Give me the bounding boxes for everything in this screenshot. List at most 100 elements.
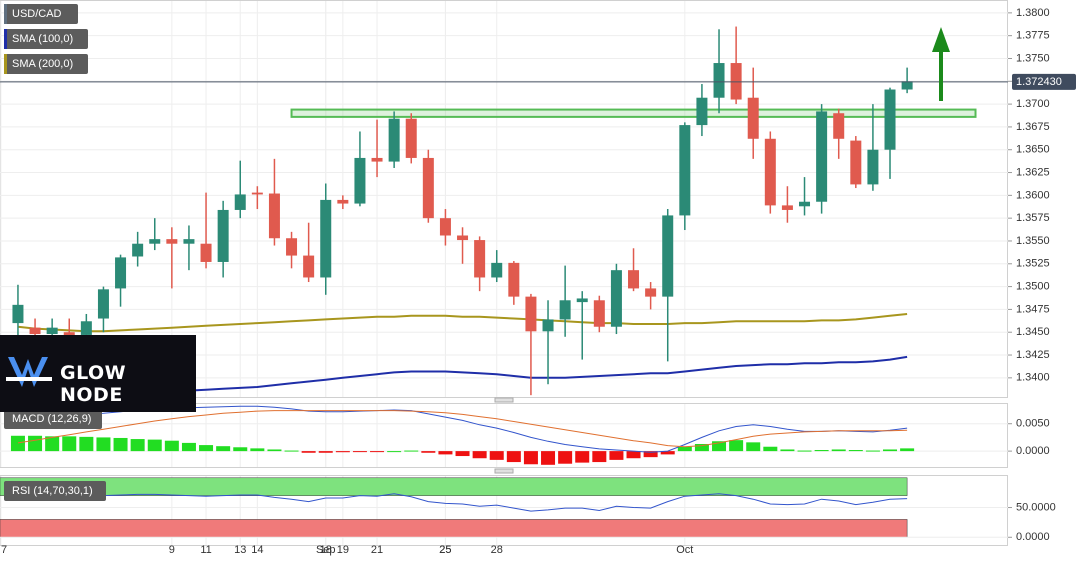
x-tick-label: 11 [200,544,211,556]
logo: GLOW NODE [0,335,196,412]
legend-swatch [4,4,7,24]
candle-body [747,97,759,139]
candle-body [764,138,776,206]
candle-body [508,262,520,297]
legend-swatch [4,54,7,74]
candle-body [217,209,229,262]
macd-histogram-bar [489,451,504,460]
candle-body [833,113,845,139]
macd-histogram-bar [831,449,846,452]
x-tick-label: Oct [676,544,693,556]
logo-mark [8,357,48,387]
macd-histogram-bar [455,451,470,457]
y-tick-label: 1.3500 [1016,281,1050,293]
macd-histogram-bar [814,450,829,452]
candle-body [286,238,298,256]
macd-histogram-bar [643,451,658,458]
candle-body [439,218,451,236]
candle-body [730,63,742,100]
macd-histogram-bar [267,449,282,452]
y-tick-label: 1.3425 [1016,349,1050,361]
candle-body [867,149,879,185]
candle-body [781,205,793,210]
candle-body [901,81,913,90]
macd-histogram-bar [541,451,556,465]
candle-body [149,239,161,244]
macd-histogram-bar [199,445,214,452]
macd-histogram-bar [28,435,43,452]
legend-box [4,481,106,501]
candle-body [46,327,58,335]
candle-body [115,257,127,289]
macd-histogram-bar [370,451,385,453]
macd-histogram-bar [472,451,487,459]
candle-body [80,321,92,335]
resistance-zone [290,108,977,118]
macd-histogram-bar [660,451,675,455]
macd-histogram-bar [216,446,231,452]
candle-body [525,296,537,332]
y-tick-label: 0.0000 [1016,531,1050,543]
y-tick-label: 0.0000 [1016,445,1050,457]
panel-handle [494,397,514,403]
macd-histogram-bar [284,450,299,452]
macd-histogram-bar [421,451,436,453]
macd-histogram-bar [506,451,521,463]
y-tick-label: 1.3400 [1016,372,1050,384]
y-tick-label: 1.3625 [1016,166,1050,178]
candle-body [799,201,811,207]
candle-body [645,288,657,297]
x-tick-label: 13 [234,544,246,556]
logo-text: GLOW NODE [60,362,127,406]
legend-label: SMA (200,0) [12,58,73,70]
up-arrow [932,27,950,101]
macd-panel-border [0,403,1008,468]
candle-body [63,332,75,337]
x-tick-label: 25 [439,544,451,556]
legend-label: SMA (100,0) [12,33,73,45]
sma-line [17,313,908,333]
x-tick-label: 14 [251,544,263,556]
candle-body [320,199,332,278]
macd-histogram-bar [558,451,573,464]
x-tick-label: 21 [371,544,383,556]
candle-body [696,97,708,126]
candle-body [371,157,383,162]
y-tick-label: 50.0000 [1016,501,1056,513]
macd-histogram-bar [883,449,898,452]
candle-body [593,300,605,327]
y-tick-label: 1.3450 [1016,326,1050,338]
macd-histogram-bar [865,450,880,452]
candle-body [268,193,280,239]
x-tick-label: 28 [491,544,503,556]
candle-body [816,111,828,202]
candle-body [628,270,640,289]
macd-histogram-bar [729,440,744,452]
rsi-band [0,519,908,538]
macd-histogram-bar [609,451,624,460]
candle-body [457,235,469,241]
candle-body [850,140,862,185]
y-tick-label: 1.3750 [1016,52,1050,64]
legend-label: USD/CAD [12,8,62,20]
macd-histogram-bar [523,451,538,465]
macd-histogram-bar [438,451,453,455]
legend-label: RSI (14,70,30,1) [12,485,93,497]
candle-body [576,298,588,303]
candle-body [474,240,486,278]
last-price-box [1012,73,1076,90]
rsi-line [18,493,908,512]
y-tick-label: 1.3600 [1016,189,1050,201]
legend-item: RSI (14,70,30,1) [4,481,106,501]
y-tick-label: 1.3575 [1016,212,1050,224]
candle-body [183,239,195,244]
legend-item: USD/CAD [4,4,78,24]
macd-histogram-bar [575,451,590,463]
candle-body [388,118,400,162]
candle-body [662,215,674,297]
y-tick-label: 1.3775 [1016,30,1050,42]
macd-histogram-bar [848,450,863,452]
macd-histogram-bar [677,446,692,452]
